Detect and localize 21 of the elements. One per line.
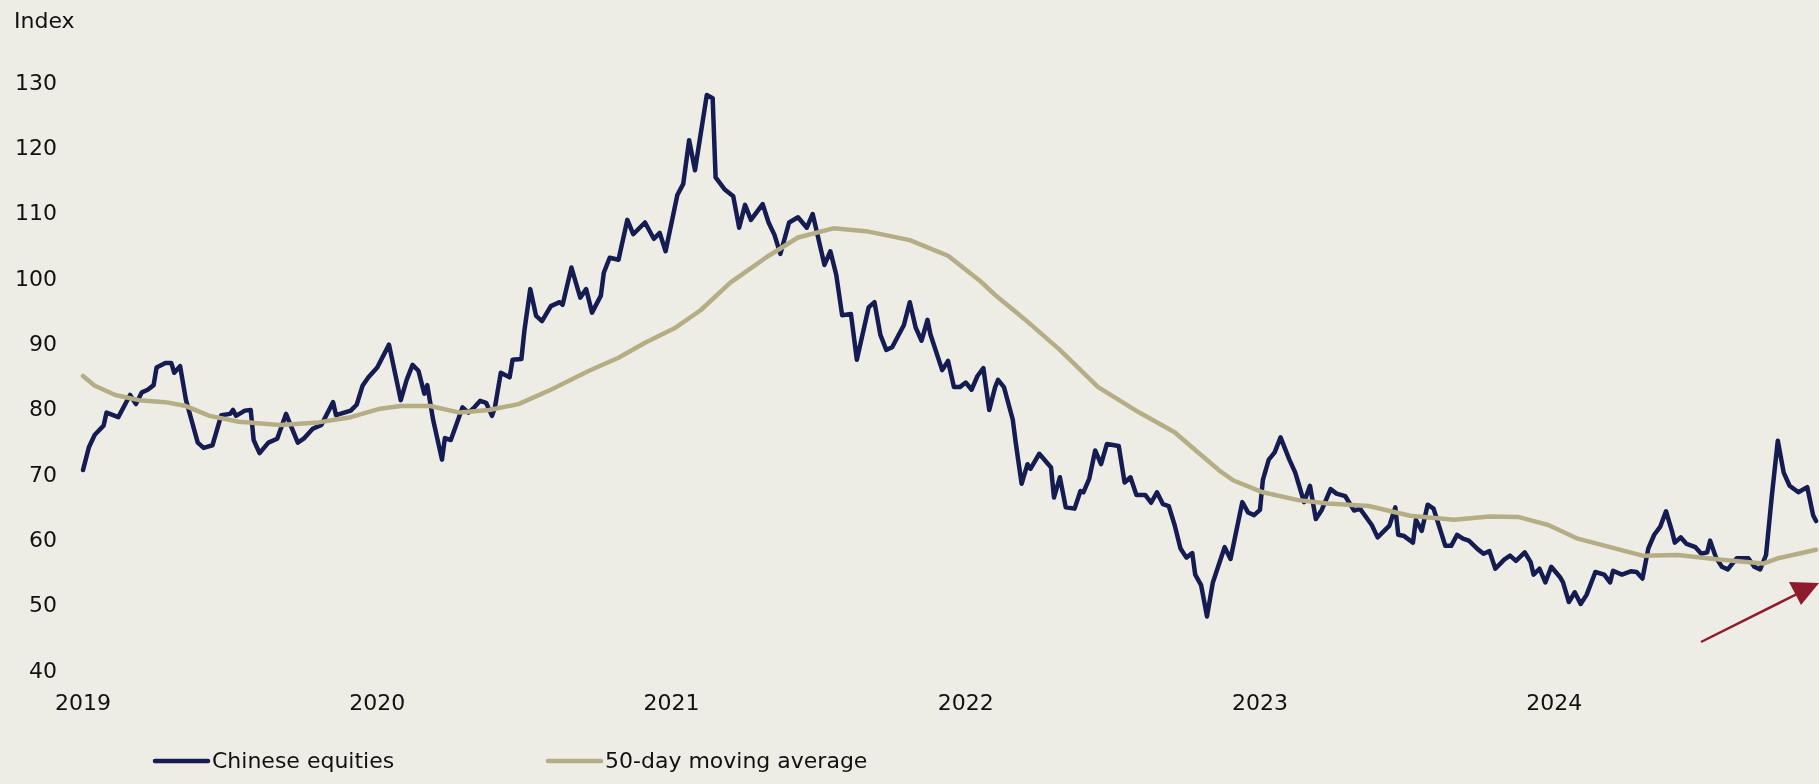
x-tick-label: 2019 — [55, 690, 111, 715]
y-tick-label: 90 — [29, 331, 57, 357]
x-tick-label: 2024 — [1526, 690, 1583, 715]
line-series — [80, 226, 1819, 566]
y-tick-label: 40 — [29, 657, 57, 683]
x-tick-label: 2023 — [1231, 690, 1288, 715]
line-series — [80, 92, 1819, 619]
y-tick-label: 120 — [15, 135, 57, 161]
x-tick-label: 2021 — [643, 690, 700, 715]
y-tick-label: 80 — [29, 396, 57, 422]
legend-label: 50-day moving average — [605, 748, 868, 773]
y-tick-label: 50 — [29, 592, 57, 618]
legend-label: Chinese equities — [212, 748, 395, 773]
x-tick-label: 2020 — [349, 690, 406, 715]
y-tick-label: 110 — [15, 200, 57, 226]
y-tick-label: 100 — [15, 265, 57, 291]
y-tick-label: 60 — [29, 527, 57, 553]
y-tick-label: 130 — [15, 69, 57, 95]
y-tick-label: 70 — [29, 461, 57, 487]
y-axis-title: Index — [14, 8, 75, 33]
x-tick-label: 2022 — [937, 690, 994, 715]
